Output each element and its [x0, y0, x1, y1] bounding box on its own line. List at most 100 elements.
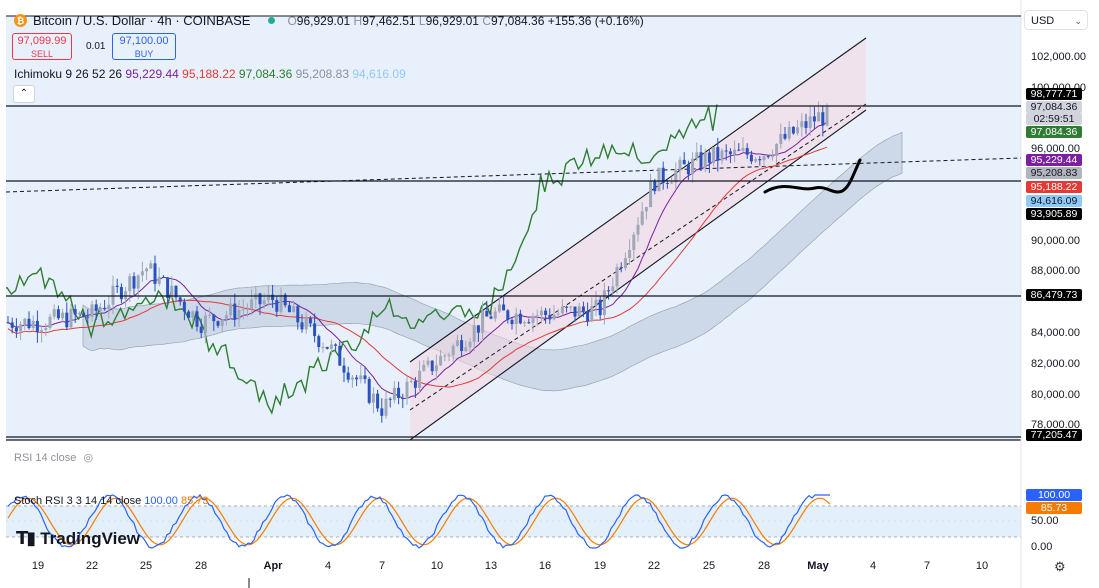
- x-tick: 7: [923, 560, 931, 572]
- candle-body: [94, 304, 98, 311]
- candle-body: [342, 365, 346, 373]
- candle-body: [464, 347, 468, 352]
- price-tag-level: 93,905.89: [1026, 208, 1082, 220]
- candle-body: [539, 310, 543, 316]
- candle-body: [636, 224, 640, 235]
- ichimoku-lagging: 97,084.36: [238, 67, 293, 81]
- price-tag-last: 97,084.36: [1026, 101, 1082, 113]
- stoch-legend[interactable]: Stoch RSI 3 3 14 14 close 100.00 85.73: [14, 495, 209, 507]
- candle-body: [90, 304, 94, 317]
- x-tick: 19: [593, 560, 607, 572]
- candle-body: [468, 341, 472, 348]
- stoch-band: [6, 506, 1021, 537]
- candle-body: [531, 316, 535, 323]
- ichimoku-cloud: [82, 131, 903, 392]
- collapse-legend-button[interactable]: ⌃: [13, 85, 35, 103]
- candle-body: [292, 306, 296, 313]
- tenkan-line: [7, 121, 828, 400]
- x-tick: 25: [702, 560, 716, 572]
- spread-value: 0.01: [86, 41, 106, 52]
- candle-body: [220, 319, 224, 326]
- candle-body: [258, 293, 262, 305]
- candle-body: [691, 158, 695, 175]
- candle-body: [161, 276, 165, 278]
- stoch-k-tag: 100.00: [1026, 489, 1082, 501]
- candles: [6, 101, 829, 423]
- chevron-down-icon: ⌄: [1074, 16, 1082, 26]
- candle-body: [653, 180, 657, 192]
- y-tick: 102,000.00: [1031, 51, 1087, 63]
- buy-price: 97,100.00: [119, 35, 169, 47]
- buy-button[interactable]: 97,100.00 BUY: [112, 33, 176, 60]
- candle-body: [153, 263, 157, 284]
- settings-icon[interactable]: ⚙: [1054, 559, 1066, 574]
- candle-body: [392, 387, 396, 400]
- dashed-trendline: [6, 157, 1021, 193]
- currency-select[interactable]: USD ⌄: [1024, 10, 1088, 30]
- candle-body: [334, 344, 338, 346]
- candle-body: [174, 285, 178, 298]
- candle-body: [61, 312, 65, 319]
- candle-body: [136, 275, 140, 289]
- ichimoku-span-a: 95,208.83: [295, 67, 350, 81]
- candle-body: [224, 315, 228, 320]
- candle-body: [208, 314, 212, 316]
- ichimoku-legend[interactable]: Ichimoku 9 26 52 26 95,229.44 95,188.22 …: [14, 67, 406, 81]
- candle-body: [338, 345, 342, 366]
- candle-body: [623, 258, 627, 269]
- candle-body: [111, 285, 115, 305]
- candle-body: [401, 397, 405, 400]
- x-tick: Apr: [263, 560, 283, 572]
- candle-body: [556, 313, 560, 315]
- eye-off-icon[interactable]: ◎: [83, 452, 94, 464]
- candle-body: [749, 154, 753, 162]
- candle-body: [569, 306, 573, 308]
- sell-button[interactable]: 97,099.99 SELL: [12, 33, 72, 60]
- candle-body: [741, 148, 745, 151]
- x-tick: 22: [647, 560, 661, 572]
- stoch-label: Stoch RSI 3 3 14 14 close: [14, 495, 142, 507]
- rsi-legend[interactable]: RSI 14 close ◎: [14, 451, 93, 464]
- x-tick: 28: [194, 560, 208, 572]
- candle-body: [728, 151, 732, 155]
- price-tag-base: 95,188.22: [1026, 181, 1082, 193]
- candle-body: [56, 309, 60, 319]
- ichimoku-conversion: 95,229.44: [125, 67, 179, 81]
- candle-body: [640, 211, 644, 225]
- candle-body: [686, 164, 690, 175]
- candle-body: [472, 325, 476, 342]
- candle-body: [489, 316, 493, 319]
- candle-body: [678, 159, 682, 171]
- countdown-tag: 02:59:51: [1026, 113, 1082, 125]
- open-value: 96,929.01: [296, 13, 351, 28]
- candle-body: [720, 150, 724, 161]
- symbol-title[interactable]: Bitcoin / U.S. Dollar · 4h · COINBASE: [33, 13, 251, 28]
- candle-body: [770, 155, 774, 157]
- candle-body: [98, 308, 102, 311]
- chikou-line: [6, 104, 718, 415]
- x-tick: 10: [975, 560, 989, 572]
- candle-body: [779, 133, 783, 145]
- hand-drawn-curve: [763, 158, 862, 194]
- candle-body: [426, 360, 430, 365]
- stoch-tick: 50.00: [1031, 515, 1059, 527]
- candle-body: [287, 305, 291, 313]
- candle-body: [573, 306, 577, 317]
- ichimoku-span-b: 94,616.09: [352, 67, 406, 81]
- candle-body: [195, 311, 199, 327]
- candle-body: [434, 365, 438, 372]
- candle-body: [796, 127, 800, 134]
- candle-body: [766, 156, 770, 158]
- candle-body: [283, 294, 287, 306]
- candle-body: [308, 318, 312, 324]
- stoch-k-value: 100.00: [144, 495, 178, 507]
- candle-body: [115, 285, 119, 287]
- high-value: 97,462.51: [362, 13, 416, 28]
- price-tag-level: 98,777.71: [1026, 88, 1082, 100]
- candle-body: [460, 340, 464, 352]
- candle-body: [48, 316, 52, 328]
- candle-body: [544, 310, 548, 316]
- candle-body: [552, 314, 556, 320]
- candle-body: [157, 276, 161, 284]
